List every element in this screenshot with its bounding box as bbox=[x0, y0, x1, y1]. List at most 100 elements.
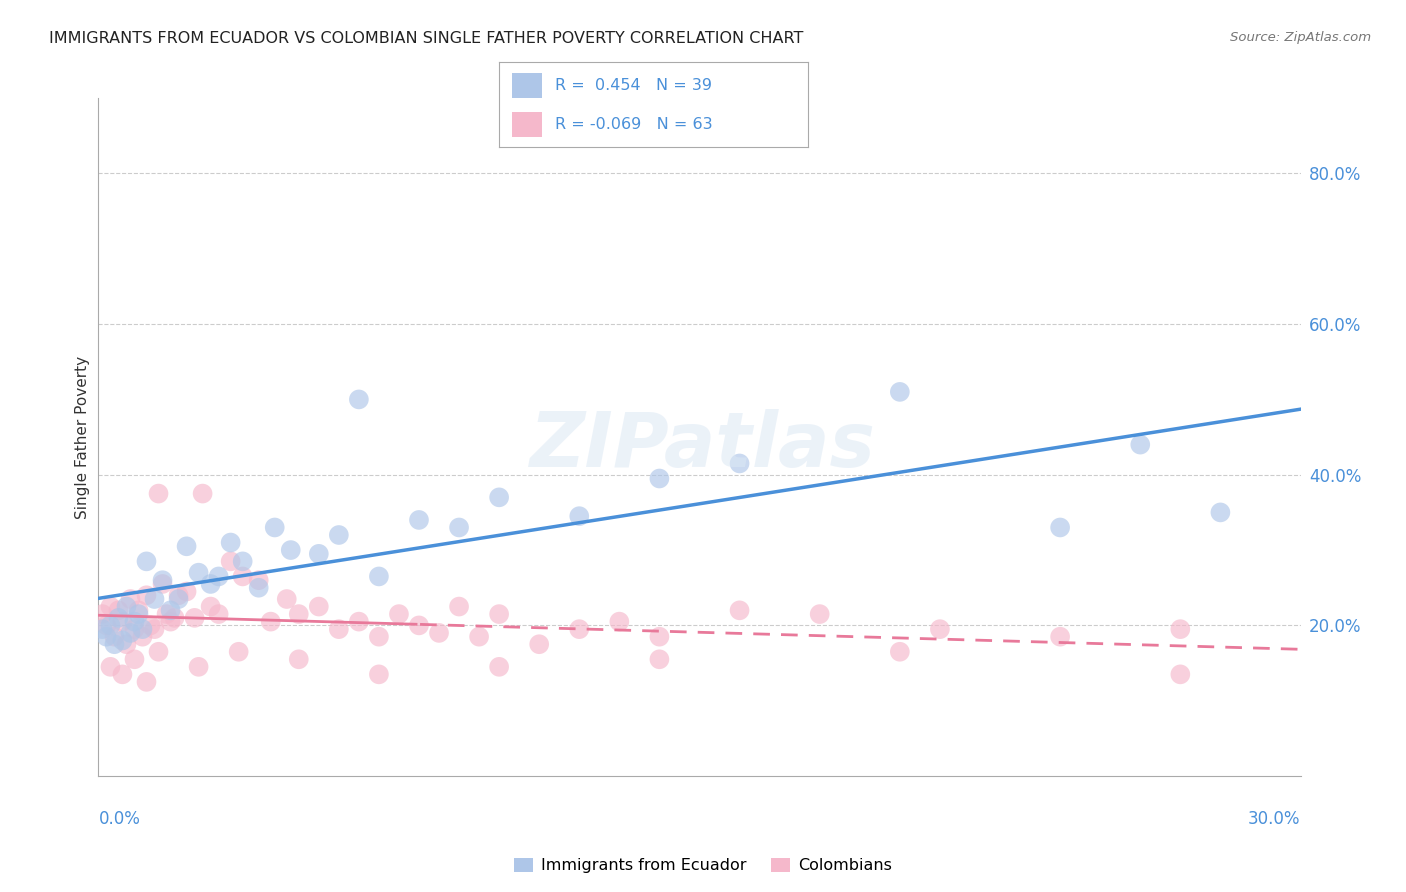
Point bbox=[155, 607, 177, 621]
Point bbox=[148, 486, 170, 500]
Point bbox=[328, 622, 350, 636]
Point bbox=[347, 392, 370, 407]
Point bbox=[368, 667, 391, 681]
Point bbox=[889, 645, 911, 659]
Point bbox=[96, 618, 118, 632]
Point bbox=[208, 569, 231, 583]
Point bbox=[111, 667, 134, 681]
Point bbox=[143, 592, 166, 607]
Point bbox=[124, 615, 146, 629]
Point bbox=[929, 622, 952, 636]
Point bbox=[308, 547, 330, 561]
Point bbox=[120, 592, 142, 607]
Y-axis label: Single Father Poverty: Single Father Poverty bbox=[75, 356, 90, 518]
Point bbox=[128, 603, 150, 617]
Point bbox=[131, 630, 153, 644]
Point bbox=[447, 520, 470, 534]
Point bbox=[232, 569, 254, 583]
Point bbox=[1049, 520, 1071, 534]
Point bbox=[128, 607, 150, 621]
Point bbox=[159, 615, 181, 629]
Point bbox=[808, 607, 831, 621]
Point bbox=[447, 599, 470, 614]
Point bbox=[115, 637, 138, 651]
Point bbox=[263, 520, 285, 534]
Point bbox=[368, 630, 391, 644]
Point bbox=[191, 486, 214, 500]
Point bbox=[308, 599, 330, 614]
Point bbox=[96, 630, 118, 644]
Point bbox=[200, 577, 222, 591]
Point bbox=[648, 652, 671, 666]
Point bbox=[120, 626, 142, 640]
Text: 0.0%: 0.0% bbox=[98, 810, 141, 828]
Point bbox=[135, 588, 157, 602]
Point bbox=[280, 543, 302, 558]
Point bbox=[143, 622, 166, 636]
Point bbox=[648, 630, 671, 644]
Point bbox=[1170, 622, 1192, 636]
Point bbox=[408, 618, 430, 632]
Point bbox=[219, 554, 242, 568]
Point bbox=[91, 622, 114, 636]
Point bbox=[288, 607, 311, 621]
Text: ZIPatlas: ZIPatlas bbox=[530, 409, 876, 483]
Point bbox=[488, 491, 510, 505]
Legend: Immigrants from Ecuador, Colombians: Immigrants from Ecuador, Colombians bbox=[508, 851, 898, 880]
Point bbox=[1209, 505, 1232, 519]
Point bbox=[408, 513, 430, 527]
Point bbox=[111, 615, 134, 629]
Point bbox=[103, 637, 125, 651]
Point bbox=[107, 603, 129, 617]
Point bbox=[100, 618, 122, 632]
Point bbox=[648, 471, 671, 485]
Point bbox=[889, 384, 911, 399]
Point bbox=[427, 626, 450, 640]
Point bbox=[347, 615, 370, 629]
Point bbox=[152, 573, 174, 587]
Point bbox=[288, 652, 311, 666]
Point bbox=[228, 645, 250, 659]
Point bbox=[200, 599, 222, 614]
Point bbox=[176, 584, 198, 599]
Point bbox=[148, 645, 170, 659]
Point bbox=[1129, 437, 1152, 451]
Point bbox=[107, 611, 129, 625]
Point bbox=[276, 592, 298, 607]
Text: IMMIGRANTS FROM ECUADOR VS COLOMBIAN SINGLE FATHER POVERTY CORRELATION CHART: IMMIGRANTS FROM ECUADOR VS COLOMBIAN SIN… bbox=[49, 31, 804, 46]
Point bbox=[159, 603, 181, 617]
Point bbox=[100, 660, 122, 674]
Point bbox=[167, 588, 190, 602]
Point bbox=[388, 607, 411, 621]
Point bbox=[468, 630, 491, 644]
Point bbox=[131, 622, 153, 636]
Point bbox=[488, 607, 510, 621]
Point bbox=[103, 630, 125, 644]
Text: Source: ZipAtlas.com: Source: ZipAtlas.com bbox=[1230, 31, 1371, 45]
Text: R =  0.454   N = 39: R = 0.454 N = 39 bbox=[555, 78, 711, 93]
Point bbox=[568, 622, 591, 636]
Point bbox=[728, 457, 751, 471]
Point bbox=[368, 569, 391, 583]
Point bbox=[111, 633, 134, 648]
Point bbox=[568, 509, 591, 524]
Point bbox=[91, 607, 114, 621]
Point bbox=[124, 622, 146, 636]
Point bbox=[187, 660, 209, 674]
Point bbox=[100, 599, 122, 614]
Point bbox=[609, 615, 631, 629]
Point bbox=[247, 573, 270, 587]
Point bbox=[328, 528, 350, 542]
Point bbox=[488, 660, 510, 674]
Point bbox=[728, 603, 751, 617]
Point bbox=[135, 554, 157, 568]
Bar bbox=[512, 72, 543, 98]
Text: R = -0.069   N = 63: R = -0.069 N = 63 bbox=[555, 117, 713, 132]
Point bbox=[1170, 667, 1192, 681]
Point bbox=[247, 581, 270, 595]
Point bbox=[167, 592, 190, 607]
Point bbox=[163, 611, 186, 625]
Point bbox=[187, 566, 209, 580]
Point bbox=[1049, 630, 1071, 644]
Text: 30.0%: 30.0% bbox=[1249, 810, 1301, 828]
